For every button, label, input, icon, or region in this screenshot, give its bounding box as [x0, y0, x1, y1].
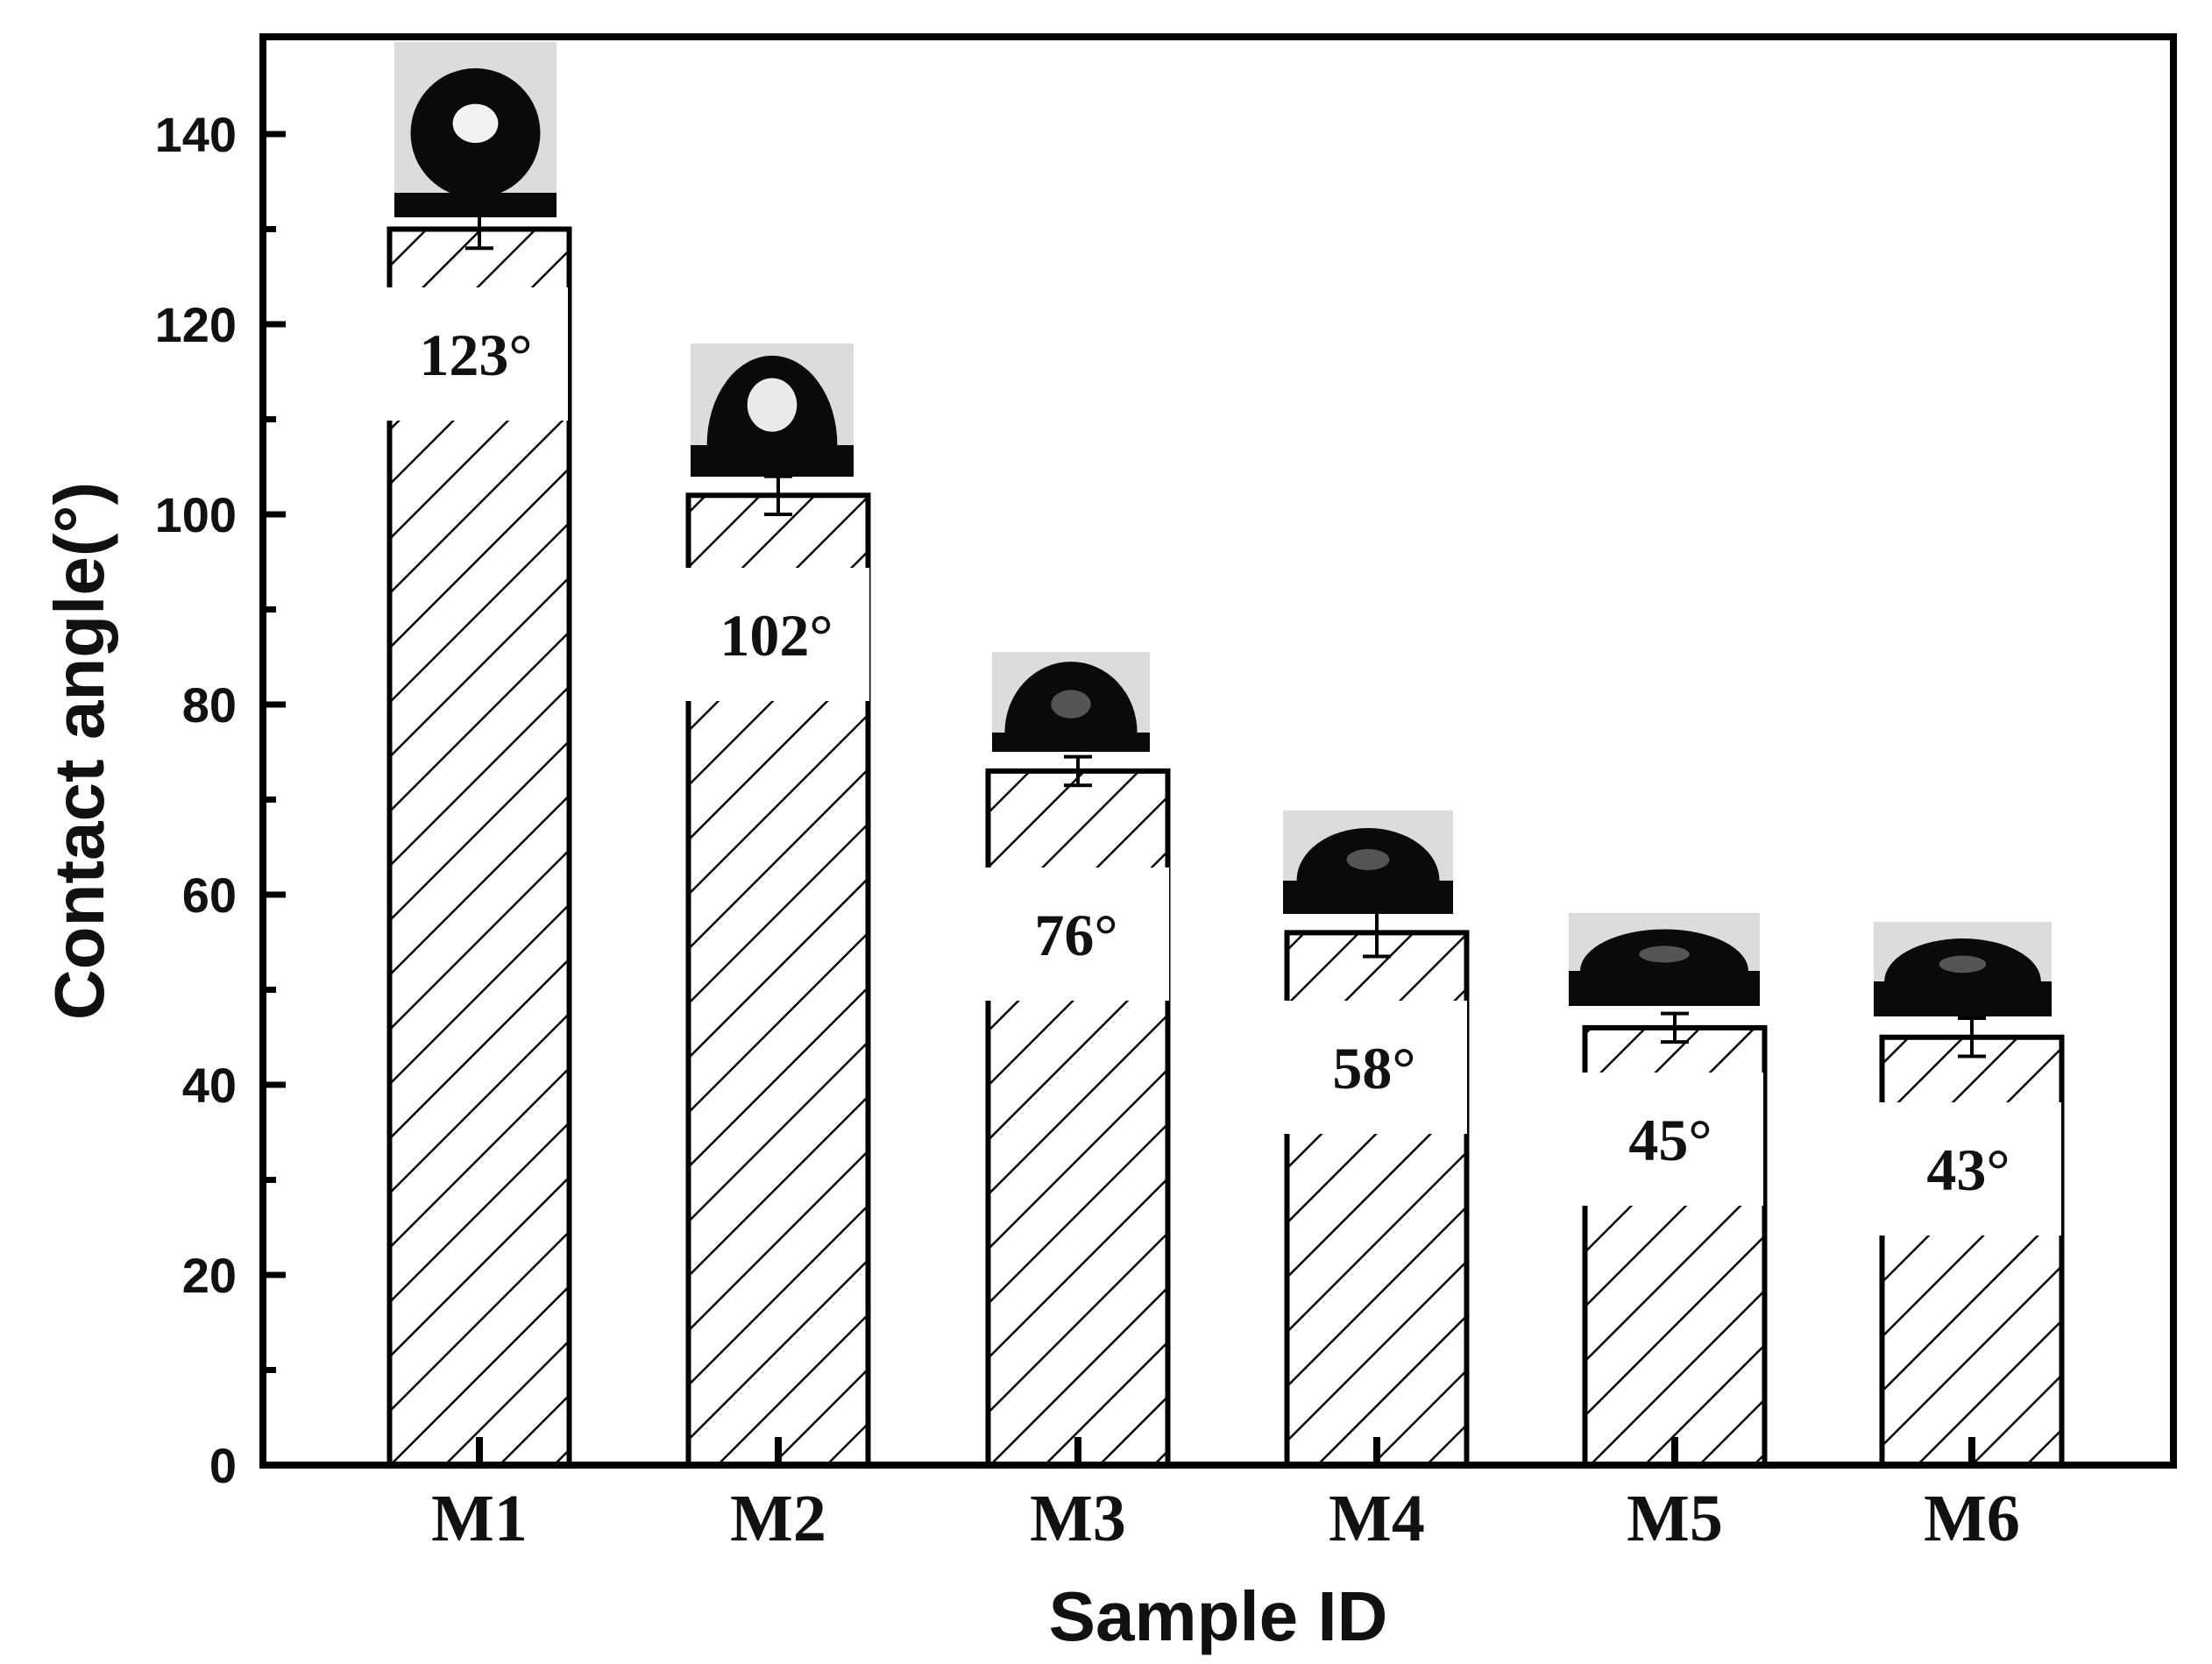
substrate — [1283, 881, 1453, 914]
droplet-highlight — [747, 378, 798, 432]
bar-M6 — [1879, 1034, 2065, 1468]
x-tick-label: M4 — [1329, 1482, 1425, 1555]
y-tick-label: 20 — [182, 1248, 237, 1303]
data-label-M4: 58° — [1332, 1035, 1415, 1101]
data-label-box — [384, 287, 568, 421]
y-tick-label: 0 — [209, 1438, 237, 1493]
y-tick-label: 100 — [155, 487, 237, 542]
bar-M1 — [386, 226, 572, 1468]
droplet-inset-M1 — [394, 42, 557, 217]
y-tick-label: 140 — [155, 107, 237, 162]
droplet-inset-M4 — [1283, 811, 1453, 914]
data-label-M2: 102° — [720, 602, 833, 669]
y-tick-label: 40 — [182, 1058, 237, 1113]
data-label-M3: 76° — [1034, 902, 1117, 968]
data-label-box — [1281, 1001, 1467, 1134]
y-axis: 0 20 40 60 80 100 120 140 — [155, 107, 286, 1493]
data-label-box — [1577, 1073, 1763, 1206]
y-tick-label: 80 — [182, 677, 237, 733]
droplet-inset-M2 — [691, 343, 854, 477]
droplet-inset-M6 — [1874, 922, 2052, 1016]
substrate — [1874, 981, 2052, 1016]
x-tick-label: M3 — [1030, 1482, 1126, 1555]
x-tick-label: M1 — [431, 1482, 528, 1555]
droplet-highlight — [1051, 690, 1091, 719]
y-tick-label: 120 — [155, 297, 237, 352]
x-tick-label: M2 — [730, 1482, 826, 1555]
x-tick-label: M6 — [1924, 1482, 2020, 1555]
droplet-highlight — [1639, 945, 1690, 963]
data-labels: 123° 102° 76° 58° 45° 43° — [384, 287, 2061, 1236]
droplet-highlight — [1939, 955, 1987, 974]
droplet-highlight — [1346, 849, 1390, 870]
x-axis: M1 M2 M3 M4 M5 M6 — [431, 1442, 2020, 1555]
data-label-M6: 43° — [1926, 1136, 2010, 1203]
droplet-insets — [394, 42, 2052, 1016]
x-tick-label: M5 — [1627, 1482, 1723, 1555]
substrate — [1569, 971, 1760, 1006]
data-label-M5: 45° — [1628, 1107, 1712, 1173]
data-label-box — [1875, 1102, 2061, 1236]
droplet-highlight — [452, 103, 499, 144]
substrate — [992, 733, 1150, 752]
y-tick-label: 60 — [182, 867, 237, 923]
data-label-box — [684, 568, 869, 701]
data-label-M1: 123° — [419, 322, 532, 388]
substrate — [691, 445, 854, 477]
plot-frame — [259, 33, 2177, 1469]
bars-layer — [386, 208, 2065, 1469]
droplet-inset-M3 — [992, 652, 1150, 752]
y-axis-title: Contact angle(°) — [40, 482, 118, 1020]
droplet-inset-M5 — [1569, 913, 1760, 1006]
data-label-box — [983, 867, 1169, 1001]
x-axis-title: Sample ID — [1049, 1577, 1388, 1655]
